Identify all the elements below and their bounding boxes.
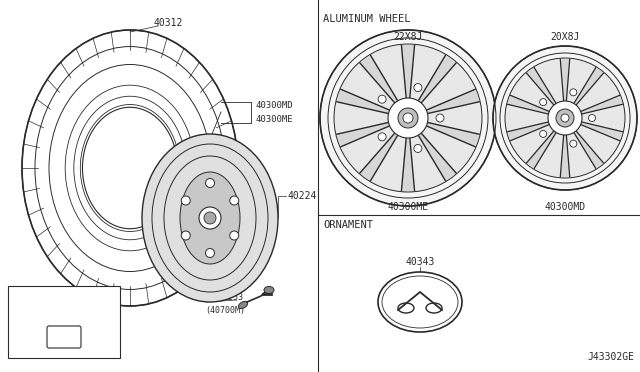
Circle shape <box>204 212 216 224</box>
Circle shape <box>403 113 413 123</box>
Ellipse shape <box>334 44 482 192</box>
Polygon shape <box>560 59 570 101</box>
Ellipse shape <box>180 172 240 264</box>
Bar <box>8 286 120 358</box>
Polygon shape <box>337 89 390 113</box>
Circle shape <box>388 98 428 138</box>
Text: 40343: 40343 <box>405 257 435 267</box>
Circle shape <box>205 179 214 187</box>
Circle shape <box>570 89 577 96</box>
Ellipse shape <box>493 46 637 190</box>
Circle shape <box>414 144 422 153</box>
Circle shape <box>398 108 418 128</box>
Text: 20X8J: 20X8J <box>550 32 580 42</box>
Text: 40300ME: 40300ME <box>255 115 292 124</box>
Text: 22X8J: 22X8J <box>394 32 422 42</box>
Circle shape <box>378 95 386 103</box>
Text: 40312: 40312 <box>154 18 182 28</box>
Polygon shape <box>360 133 397 181</box>
Polygon shape <box>337 122 390 147</box>
Circle shape <box>570 140 577 147</box>
FancyBboxPatch shape <box>47 326 81 348</box>
Text: 40300AA: 40300AA <box>44 311 84 321</box>
Ellipse shape <box>378 272 462 332</box>
Circle shape <box>181 196 190 205</box>
Circle shape <box>548 101 582 135</box>
Circle shape <box>181 231 190 240</box>
Polygon shape <box>419 55 456 103</box>
Ellipse shape <box>142 134 278 302</box>
Circle shape <box>540 130 547 137</box>
Polygon shape <box>574 131 604 169</box>
Polygon shape <box>426 89 479 113</box>
Ellipse shape <box>239 301 248 309</box>
Ellipse shape <box>83 107 177 229</box>
Circle shape <box>230 196 239 205</box>
Ellipse shape <box>505 58 625 178</box>
Polygon shape <box>401 45 415 98</box>
Text: 40224: 40224 <box>288 191 317 201</box>
Text: J43302GE: J43302GE <box>587 352 634 362</box>
Ellipse shape <box>382 276 458 328</box>
Circle shape <box>436 114 444 122</box>
Polygon shape <box>527 68 556 105</box>
Ellipse shape <box>264 286 274 294</box>
Polygon shape <box>508 95 549 114</box>
Polygon shape <box>419 133 456 181</box>
Polygon shape <box>574 68 604 105</box>
Circle shape <box>199 207 221 229</box>
Ellipse shape <box>320 30 496 206</box>
Circle shape <box>414 84 422 92</box>
Text: SEC.253: SEC.253 <box>208 294 243 302</box>
Circle shape <box>589 115 595 122</box>
Circle shape <box>556 109 574 127</box>
Circle shape <box>540 99 547 106</box>
Ellipse shape <box>22 30 238 306</box>
Polygon shape <box>508 122 549 141</box>
Polygon shape <box>527 131 556 169</box>
Text: 40300MD: 40300MD <box>255 102 292 110</box>
Circle shape <box>205 248 214 257</box>
Polygon shape <box>360 55 397 103</box>
Text: 40300ME: 40300ME <box>387 202 429 212</box>
Text: (40700M): (40700M) <box>205 305 245 314</box>
Circle shape <box>561 114 569 122</box>
Polygon shape <box>580 95 622 114</box>
Polygon shape <box>426 122 479 147</box>
Circle shape <box>378 133 386 141</box>
Circle shape <box>230 231 239 240</box>
Text: 40300MD: 40300MD <box>545 202 586 212</box>
Polygon shape <box>401 138 415 191</box>
Polygon shape <box>580 122 622 141</box>
Text: ALUMINUM WHEEL: ALUMINUM WHEEL <box>323 14 410 24</box>
Text: ORNAMENT: ORNAMENT <box>323 220 373 230</box>
Polygon shape <box>560 135 570 177</box>
Text: ADHESIVE TYPE: ADHESIVE TYPE <box>29 296 99 305</box>
